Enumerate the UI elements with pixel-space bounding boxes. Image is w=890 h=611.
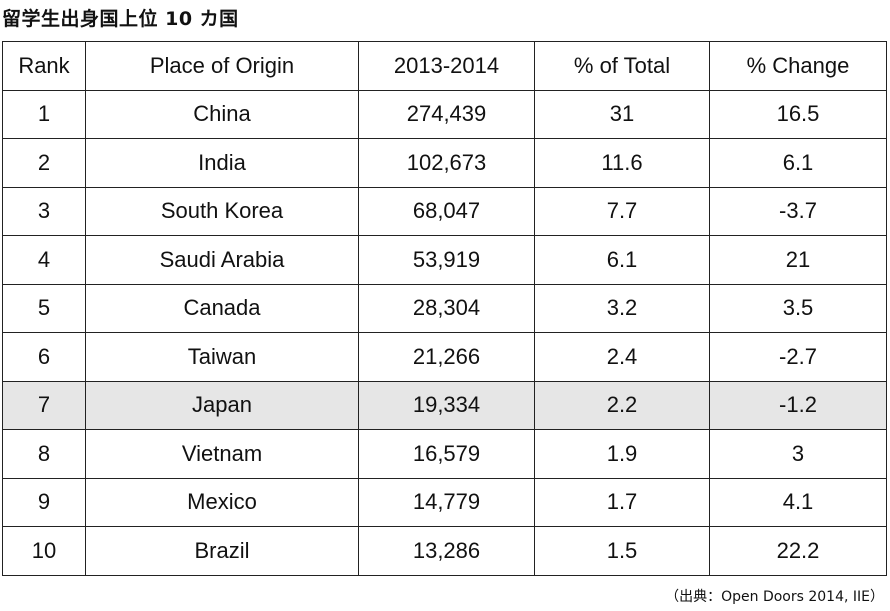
rank-cell: 3 [2,186,86,236]
percent-change-cell: 22.2 [709,526,887,576]
count-cell: 19,334 [358,380,535,430]
count-cell: 21,266 [358,332,535,382]
percent-change-cell: 6.1 [709,138,887,188]
percent-change-cell: 21 [709,235,887,285]
place-cell: Taiwan [85,332,359,382]
count-cell: 16,579 [358,429,535,479]
rank-cell: 5 [2,283,86,333]
column-header-rank: Rank [2,41,86,91]
percent-total-cell: 3.2 [534,283,710,333]
percent-change-cell: -2.7 [709,332,887,382]
place-cell: Vietnam [85,429,359,479]
table-row: 3 South Korea 68,047 7.7 -3.7 [2,186,887,236]
percent-change-cell: -3.7 [709,186,887,236]
rank-cell: 2 [2,138,86,188]
origin-ranking-table: Rank Place of Origin 2013-2014 % of Tota… [2,41,887,576]
percent-total-cell: 2.4 [534,332,710,382]
rank-cell: 6 [2,332,86,382]
place-cell: Saudi Arabia [85,235,359,285]
table-row: 2 India 102,673 11.6 6.1 [2,138,887,188]
table-row: 5 Canada 28,304 3.2 3.5 [2,283,887,333]
table-title: 留学生出身国上位 10 カ国 [2,8,239,30]
count-cell: 53,919 [358,235,535,285]
percent-change-cell: -1.2 [709,380,887,430]
place-cell: China [85,89,359,139]
rank-cell: 9 [2,477,86,527]
count-cell: 14,779 [358,477,535,527]
percent-total-cell: 2.2 [534,380,710,430]
rank-cell: 8 [2,429,86,479]
place-cell: India [85,138,359,188]
percent-change-cell: 16.5 [709,89,887,139]
percent-change-cell: 3.5 [709,283,887,333]
rank-cell: 1 [2,89,86,139]
column-header-place-of-origin: Place of Origin [85,41,359,91]
column-header-percent-of-total: % of Total [534,41,710,91]
source-citation: （出典：Open Doors 2014, IIE） [665,589,884,605]
percent-total-cell: 1.7 [534,477,710,527]
place-cell: Canada [85,283,359,333]
percent-change-cell: 3 [709,429,887,479]
percent-total-cell: 1.9 [534,429,710,479]
percent-total-cell: 1.5 [534,526,710,576]
table-row: 4 Saudi Arabia 53,919 6.1 21 [2,235,887,285]
rank-cell: 7 [2,380,86,430]
percent-total-cell: 7.7 [534,186,710,236]
count-cell: 102,673 [358,138,535,188]
count-cell: 68,047 [358,186,535,236]
percent-total-cell: 6.1 [534,235,710,285]
table-row: 8 Vietnam 16,579 1.9 3 [2,429,887,479]
table-row: 10 Brazil 13,286 1.5 22.2 [2,526,887,576]
table-row: 1 China 274,439 31 16.5 [2,89,887,139]
count-cell: 274,439 [358,89,535,139]
table-row: 9 Mexico 14,779 1.7 4.1 [2,477,887,527]
rank-cell: 4 [2,235,86,285]
header-row: Rank Place of Origin 2013-2014 % of Tota… [2,41,887,91]
table-row-highlighted: 7 Japan 19,334 2.2 -1.2 [2,380,887,430]
percent-change-cell: 4.1 [709,477,887,527]
place-cell: South Korea [85,186,359,236]
table-row: 6 Taiwan 21,266 2.4 -2.7 [2,332,887,382]
percent-total-cell: 31 [534,89,710,139]
count-cell: 28,304 [358,283,535,333]
count-cell: 13,286 [358,526,535,576]
percent-total-cell: 11.6 [534,138,710,188]
place-cell: Mexico [85,477,359,527]
rank-cell: 10 [2,526,86,576]
place-cell: Japan [85,380,359,430]
column-header-year: 2013-2014 [358,41,535,91]
column-header-percent-change: % Change [709,41,887,91]
place-cell: Brazil [85,526,359,576]
